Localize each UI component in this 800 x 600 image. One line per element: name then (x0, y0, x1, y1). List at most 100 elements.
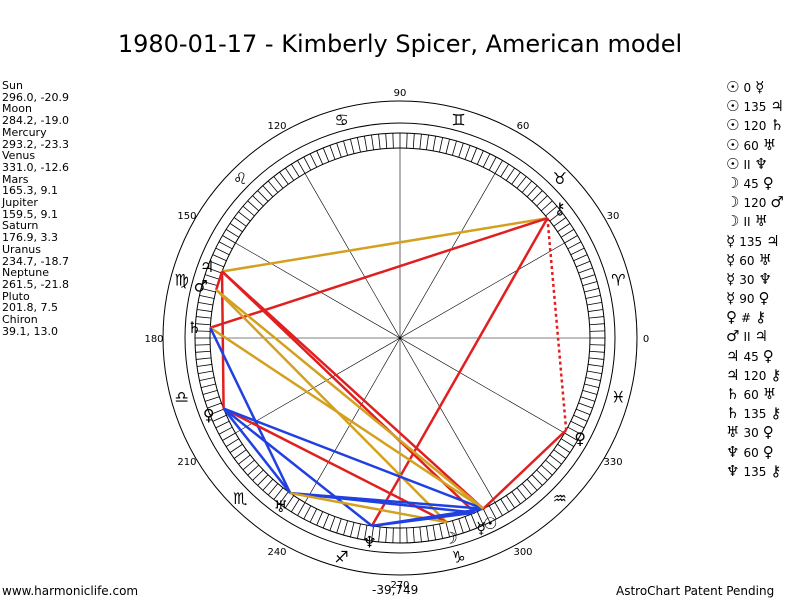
zodiac-sign-icon: ♑ (451, 547, 465, 566)
degree-tick (589, 323, 605, 326)
planet-name: Chiron (2, 313, 38, 327)
degree-tick (545, 205, 558, 217)
aspect-planet-b-icon: ♀ (762, 423, 774, 442)
aspect-planet-b-icon: ⚷ (770, 461, 782, 480)
degree-tick (500, 163, 509, 178)
aspect-planet-b-icon: ⚷ (770, 404, 782, 423)
degree-tick (229, 223, 243, 233)
degree-tick (570, 420, 585, 429)
planet-position-list: Sun 296.0, -20.9 Moon 284.2, -19.0 Mercury 29… (2, 80, 69, 337)
degree-tick (343, 140, 349, 156)
degree-tick (247, 200, 260, 212)
zodiac-inner-ring (184, 122, 616, 554)
aspect-planet-a-icon: ♀ (726, 308, 737, 327)
degree-tick (257, 190, 269, 202)
aspect-line (371, 507, 484, 528)
aspect-row: ♃ 120 ⚷ (726, 366, 784, 385)
aspect-planet-a-icon: ☉ (726, 154, 740, 173)
degree-label: 0 (643, 334, 649, 345)
degree-tick (549, 454, 562, 465)
degree-tick (371, 134, 374, 150)
degree-tick (267, 483, 279, 496)
aspect-planet-b-icon: ♆ (758, 269, 772, 288)
degree-tick (505, 495, 515, 509)
aspect-lines (209, 216, 568, 528)
degree-tick (587, 302, 602, 306)
aspect-planet-a-icon: ☉ (726, 116, 740, 135)
degree-tick (195, 323, 211, 326)
aspect-planet-a-icon: ☿ (726, 269, 736, 288)
degree-tick (262, 478, 274, 491)
planet-jupiter-icon: ♃ (200, 257, 214, 276)
degree-tick (589, 344, 605, 346)
degree-tick (580, 396, 596, 402)
degree-tick (557, 223, 571, 233)
degree-label: 330 (603, 457, 622, 468)
zodiac-sign-icon: ♏ (233, 489, 247, 508)
degree-tick (242, 459, 255, 471)
aspect-planet-a-icon: ♅ (726, 423, 740, 442)
degree-tick (439, 137, 444, 153)
planet-position: 176.9, 3.3 (2, 231, 58, 245)
planet-name: Sun (2, 79, 23, 92)
aspect-angle: II (743, 330, 751, 345)
aspect-line (370, 217, 549, 527)
planet-name: Moon (2, 102, 32, 116)
aspect-planet-a-icon: ♄ (726, 404, 740, 423)
degree-tick (588, 357, 604, 360)
degree-tick (439, 523, 444, 539)
aspect-planet-a-icon: ♄ (726, 385, 740, 403)
degree-tick (225, 438, 240, 447)
aspect-row: ☽ II ♅ (726, 212, 784, 231)
aspect-angle: 60 (743, 388, 759, 402)
degree-tick (540, 464, 553, 476)
aspect-row: ☿ 90 ♀ (726, 289, 784, 308)
footer-website[interactable]: www.harmoniclife.com (2, 584, 139, 598)
degree-tick (195, 330, 211, 332)
degree-label: 300 (513, 547, 532, 558)
degree-tick (204, 396, 220, 402)
zodiac-sign-icon: ♓ (611, 387, 625, 406)
degree-tick (406, 133, 408, 149)
aspect-angle: 120 (743, 368, 767, 383)
planet-name: Jupiter (2, 196, 38, 210)
aspect-planet-a-icon: ☽ (726, 212, 740, 231)
degree-tick (470, 147, 478, 162)
degree-tick (526, 185, 538, 198)
degree-tick (557, 443, 571, 453)
degree-tick (560, 229, 575, 238)
degree-ticks (195, 133, 605, 543)
aspect-line (215, 288, 485, 510)
aspect-angle: 60 (743, 138, 759, 153)
degree-tick (560, 438, 575, 447)
degree-tick (222, 235, 236, 244)
planet-position: 261.5, -21.8 (2, 277, 69, 291)
degree-tick (426, 526, 429, 542)
degree-tick (316, 511, 324, 526)
aspect-line (221, 270, 476, 514)
degree-tick (202, 389, 218, 395)
aspect-planet-a-icon: ☿ (726, 250, 736, 269)
planet-name: Uranus (2, 242, 41, 256)
aspect-planet-a-icon: ♃ (726, 346, 740, 365)
aspect-planet-a-icon: ☉ (726, 135, 740, 154)
outer-ring (162, 100, 638, 576)
degree-tick (500, 498, 509, 513)
degree-tick (273, 176, 284, 189)
degree-tick (553, 449, 567, 459)
degree-tick (322, 514, 330, 529)
planet-position: 201.8, 7.5 (2, 301, 58, 315)
aspect-planet-b-icon: ♄ (770, 116, 784, 135)
zodiac-sign-icon: ♋ (334, 111, 348, 130)
degree-label: 210 (177, 457, 196, 468)
aspect-row: ♅ 30 ♀ (726, 423, 784, 442)
degree-tick (209, 260, 224, 268)
planet-uranus-icon: ♅ (274, 497, 288, 516)
degree-tick (204, 274, 220, 280)
planet-position: 39.1, 13.0 (2, 324, 58, 338)
aspect-planet-a-icon: ♆ (726, 461, 740, 480)
aspect-line (223, 407, 484, 510)
aspect-row: ♂ II ♃ (726, 327, 784, 346)
degree-tick (378, 134, 381, 150)
